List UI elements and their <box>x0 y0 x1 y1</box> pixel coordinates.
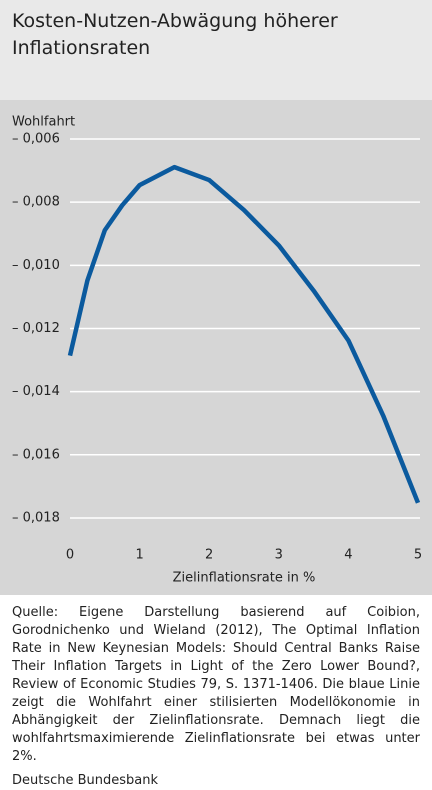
y-tick-label: – 0,006 <box>12 132 60 147</box>
x-tick-label: 2 <box>205 548 213 563</box>
y-tick-label: – 0,016 <box>12 447 60 462</box>
footer: Quelle: Eigene Darstellung basierend auf… <box>0 595 432 790</box>
line-series <box>67 164 421 504</box>
x-tick-label: 1 <box>135 548 143 563</box>
y-tick-label: – 0,012 <box>12 321 60 336</box>
y-tick-label: – 0,014 <box>12 384 60 399</box>
y-axis-label: Wohlfahrt <box>12 115 75 130</box>
plot-background <box>0 100 432 595</box>
x-tick-label: 4 <box>344 548 352 563</box>
chart-title: Kosten-Nutzen-Abwägung höherer Inflation… <box>12 10 338 59</box>
y-tick-label: – 0,010 <box>12 258 60 273</box>
note: Quelle: Eigene Darstellung basierend auf… <box>12 605 420 764</box>
chart: Wohlfahrt Zielinflationsrate in % – 0,00… <box>0 100 432 595</box>
x-axis-label: Zielinflationsrate in % <box>173 571 316 586</box>
x-tick-label: 0 <box>66 548 74 563</box>
x-tick-label: 5 <box>414 548 422 563</box>
y-tick-label: – 0,018 <box>12 510 60 525</box>
y-tick-label: – 0,008 <box>12 195 60 210</box>
source: Deutsche Bundesbank <box>12 773 159 788</box>
header: Kosten-Nutzen-Abwägung höherer Inflation… <box>0 0 432 100</box>
x-tick-label: 3 <box>275 548 283 563</box>
